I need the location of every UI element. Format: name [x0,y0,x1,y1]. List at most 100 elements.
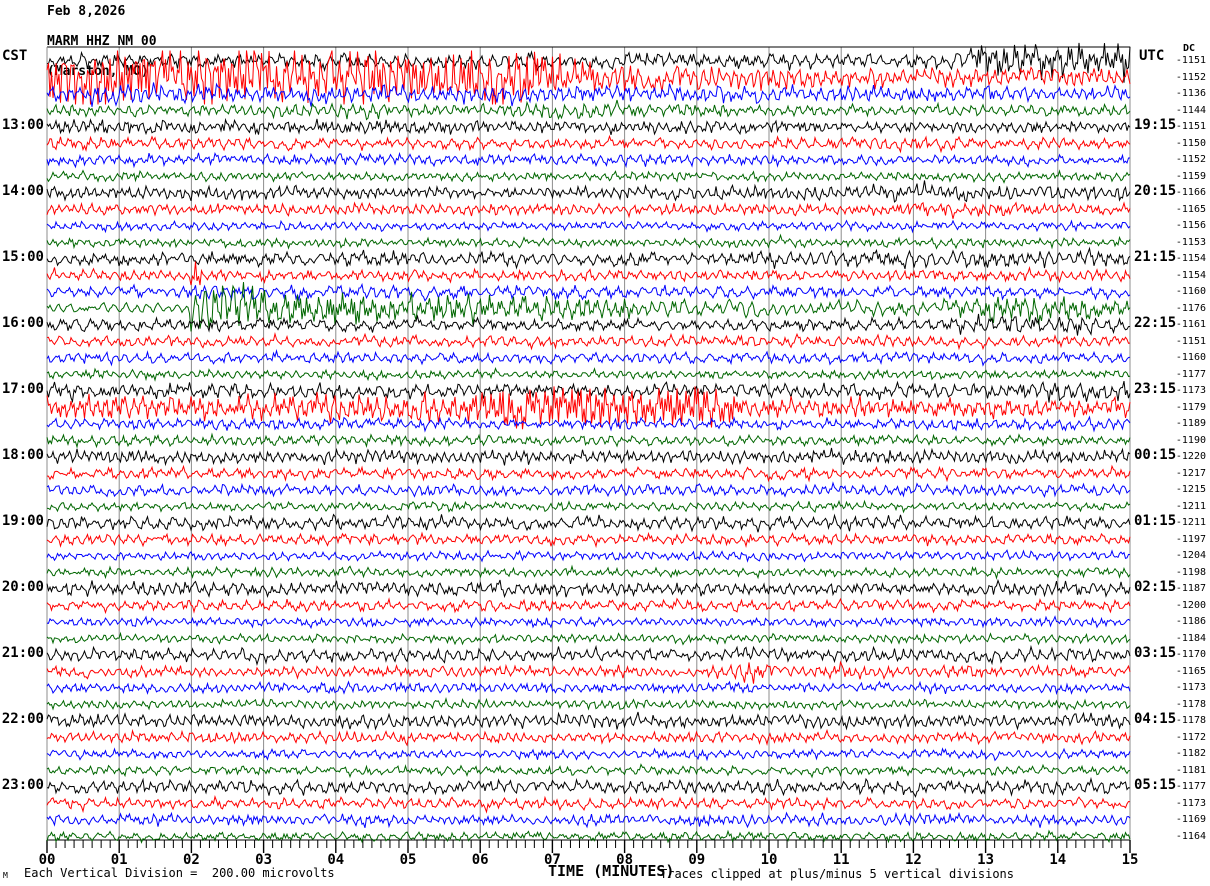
clip-note: Traces clipped at plus/minus 5 vertical … [660,867,1015,881]
utc-time-label: 01:15 [1134,513,1177,529]
left-timezone-label: CST [2,48,28,64]
seismogram-trace [46,233,1131,250]
x-tick-label: 10 [760,852,778,868]
seismogram-trace [46,829,1131,844]
utc-time-label: 20:15 [1134,183,1177,199]
x-tick-label: 13 [977,852,995,868]
header-station: MARM HHZ NM 00 [47,34,157,49]
dc-offset-value: -1161 [1175,319,1206,330]
vertical-division-note: Each Vertical Division = 200.00 microvol… [24,866,335,880]
dc-offset-value: -1177 [1175,781,1206,792]
seismogram-trace [46,82,1131,107]
seismogram-trace [46,169,1131,184]
dc-offset-value: -1166 [1175,187,1206,198]
dc-offset-value: -1187 [1175,583,1206,594]
dc-offset-value: -1200 [1175,599,1206,611]
dc-offset-value: -1151 [1175,121,1206,132]
utc-time-label: 22:15 [1134,315,1177,331]
seismogram-trace [46,631,1131,646]
seismogram-trace [46,811,1131,829]
dc-offset-value: -1169 [1175,814,1206,825]
dc-offset-value: -1173 [1175,682,1206,693]
dc-offset-value: -1215 [1175,484,1206,495]
dc-offset-value: -1220 [1175,451,1206,462]
dc-offset-value: -1153 [1175,236,1206,248]
dc-offset-value: -1170 [1175,649,1206,660]
cst-time-label: 20:00 [1,579,44,595]
seismogram-trace [46,117,1131,136]
cst-time-label: 19:00 [1,513,44,529]
seismogram-trace [46,261,1131,286]
utc-time-label: 19:15 [1134,117,1177,133]
dc-offset-value: -1165 [1175,665,1206,677]
cst-time-label: 21:00 [1,645,44,661]
right-timezone-label: UTC [1139,48,1165,64]
seismogram-trace [46,531,1131,549]
seismogram-trace [46,696,1131,712]
x-tick-label: 09 [688,852,706,868]
seismogram-trace [46,795,1131,814]
seismogram-trace [46,151,1130,169]
dc-offset-value: -1189 [1175,418,1206,429]
x-axis-title: TIME (MINUTES) [548,862,675,880]
seismogram-trace [46,776,1131,798]
dc-offset-value: -1204 [1175,550,1206,561]
dc-offset-value: -1154 [1175,269,1206,281]
dc-offset-value: -1156 [1175,220,1206,231]
seismogram-trace [46,367,1131,382]
seismogram-trace [46,499,1131,514]
dc-offset-value: -1173 [1175,797,1206,809]
cst-time-label: 22:00 [1,711,44,727]
dc-offset-value: -1197 [1175,533,1206,545]
cst-time-label: 13:00 [1,117,44,133]
dc-offset-value: -1151 [1175,335,1206,347]
dc-offset-value: -1181 [1175,764,1206,776]
dc-offset-value: -1165 [1175,203,1206,215]
x-tick-label: 05 [399,852,417,868]
seismogram-trace [46,332,1131,351]
dc-offset-value: -1160 [1175,352,1206,363]
x-tick-label: 00 [38,852,56,868]
seismogram-trace [46,763,1131,779]
seismogram-trace [46,134,1131,154]
x-tick-label: 03 [255,852,273,868]
seismogram-trace [46,513,1131,533]
x-tick-label: 02 [182,852,200,868]
dc-offset-value: -1164 [1175,830,1206,842]
dc-offset-value: -1184 [1175,632,1206,644]
dc-offset-value: -1160 [1175,286,1206,297]
footer-logo: M [3,871,8,880]
x-tick-label: 01 [110,852,128,868]
dc-offset-value: -1178 [1175,715,1206,726]
dc-offset-value: -1198 [1175,566,1206,578]
seismogram-trace [46,481,1131,498]
seismogram-trace [46,578,1131,599]
dc-offset-value: -1182 [1175,748,1206,759]
dc-offset-value: -1177 [1175,368,1206,380]
dc-offset-value: -1152 [1175,71,1206,83]
cst-time-label: 18:00 [1,447,44,463]
dc-offset-value: -1176 [1175,302,1206,314]
utc-time-label: 04:15 [1134,711,1177,727]
seismogram-trace [46,348,1131,367]
dc-offset-value: -1159 [1175,170,1206,182]
dc-offset-value: -1211 [1175,500,1206,512]
utc-time-label: 02:15 [1134,579,1177,595]
utc-time-label: 03:15 [1134,645,1177,661]
dc-offset-value: -1150 [1175,137,1206,149]
header-date: Feb 8,2026 [47,4,126,19]
seismogram-trace [46,711,1131,731]
x-tick-label: 11 [832,852,850,868]
seismogram-trace [46,380,1131,404]
cst-time-label: 15:00 [1,249,44,265]
seismogram-trace [46,415,1131,433]
dc-offset-value: -1144 [1175,104,1206,116]
seismogram-trace [46,728,1131,747]
dc-offset-value: -1172 [1175,731,1206,743]
x-tick-label: 07 [543,852,561,868]
x-tick-label: 12 [904,852,922,868]
seismogram-trace [46,219,1131,234]
dc-offset-value: -1211 [1175,517,1206,528]
utc-time-label: 00:15 [1134,447,1177,463]
